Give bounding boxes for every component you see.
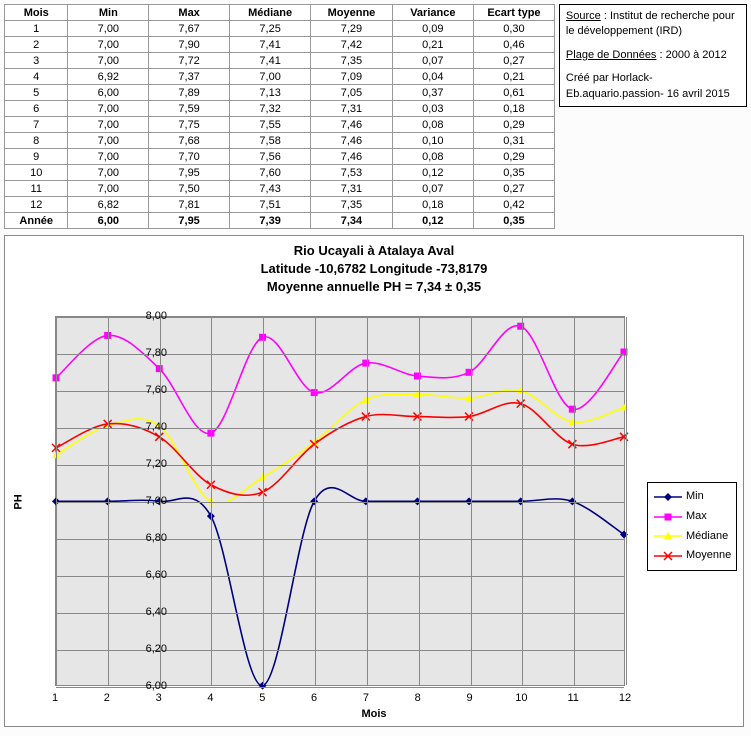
y-tick: 7,40: [127, 421, 167, 433]
table-row: 97,007,707,567,460,080,29: [5, 149, 555, 165]
credit-text: Créé par Horlack- Eb.aquario.passion- 16…: [566, 71, 740, 102]
y-axis-label: PH: [13, 494, 25, 509]
table-row: 46,927,377,007,090,040,21: [5, 69, 555, 85]
y-tick: 6,80: [127, 532, 167, 544]
x-tick: 3: [156, 692, 162, 704]
x-tick: 1: [52, 692, 58, 704]
range-text: : 2000 à 2012: [656, 49, 726, 61]
x-tick: 5: [259, 692, 265, 704]
x-tick: 6: [311, 692, 317, 704]
y-tick: 6,20: [127, 643, 167, 655]
table-header: Mois: [5, 5, 68, 21]
legend-item: Min: [654, 487, 730, 507]
table-row: 77,007,757,557,460,080,29: [5, 117, 555, 133]
table-header: Médiane: [229, 5, 310, 21]
x-tick: 11: [567, 692, 578, 704]
info-box: Source : Institut de recherche pour le d…: [559, 4, 747, 107]
x-tick: 2: [104, 692, 110, 704]
chart-title-3: Moyenne annuelle PH = 7,34 ± 0,35: [5, 278, 743, 296]
chart-container: Rio Ucayali à Atalaya Aval Latitude -10,…: [4, 235, 744, 727]
data-table: MoisMinMaxMédianeMoyenneVarianceEcart ty…: [4, 4, 555, 229]
table-row: 117,007,507,437,310,070,27: [5, 181, 555, 197]
table-row: 87,007,687,587,460,100,31: [5, 133, 555, 149]
table-header: Max: [149, 5, 230, 21]
table-row: 107,007,957,607,530,120,35: [5, 165, 555, 181]
x-tick: 8: [415, 692, 421, 704]
table-header: Ecart type: [473, 5, 554, 21]
chart-title-1: Rio Ucayali à Atalaya Aval: [5, 242, 743, 260]
range-label: Plage de Données: [566, 49, 657, 61]
y-tick: 6,40: [127, 606, 167, 618]
table-header: Min: [68, 5, 149, 21]
table-row: 37,007,727,417,350,070,27: [5, 53, 555, 69]
table-total-row: Année6,007,957,397,340,120,35: [5, 213, 555, 229]
x-tick: 7: [363, 692, 369, 704]
table-row: 27,007,907,417,420,210,46: [5, 37, 555, 53]
y-tick: 8,00: [127, 310, 167, 322]
x-axis-label: Mois: [5, 708, 743, 720]
y-tick: 6,60: [127, 569, 167, 581]
x-tick: 10: [515, 692, 527, 704]
table-header: Moyenne: [311, 5, 392, 21]
legend-item: Max: [654, 507, 730, 527]
legend: MinMaxMédianeMoyenne: [647, 482, 737, 571]
chart-title-2: Latitude -10,6782 Longitude -73,8179: [5, 260, 743, 278]
y-tick: 7,80: [127, 347, 167, 359]
y-tick: 6,00: [127, 680, 167, 692]
table-row: 17,007,677,257,290,090,30: [5, 21, 555, 37]
source-label: Source: [566, 10, 601, 22]
table-row: 126,827,817,517,350,180,42: [5, 197, 555, 213]
table-row: 67,007,597,327,310,030,18: [5, 101, 555, 117]
table-row: 56,007,897,137,050,370,61: [5, 85, 555, 101]
y-tick: 7,00: [127, 495, 167, 507]
legend-item: Moyenne: [654, 546, 730, 566]
x-tick: 4: [207, 692, 213, 704]
y-tick: 7,20: [127, 458, 167, 470]
legend-item: Médiane: [654, 527, 730, 547]
table-header: Variance: [392, 5, 473, 21]
x-tick: 9: [466, 692, 472, 704]
y-tick: 7,60: [127, 384, 167, 396]
x-tick: 12: [619, 692, 631, 704]
